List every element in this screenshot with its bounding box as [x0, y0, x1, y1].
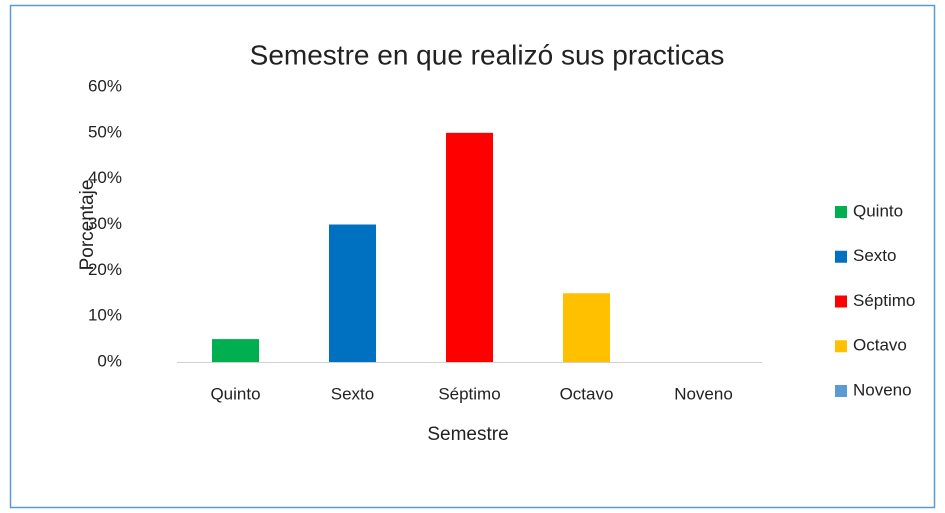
y-tick-label: 10% — [88, 306, 122, 325]
x-tick-label: Sexto — [331, 384, 374, 403]
y-axis-label: Porcentaje — [77, 180, 98, 271]
x-tick-label: Octavo — [560, 384, 614, 403]
legend-label: Octavo — [853, 336, 907, 355]
legend-swatch — [835, 250, 847, 263]
bar — [563, 293, 610, 362]
legend-swatch — [835, 295, 847, 308]
legend-label: Quinto — [853, 201, 903, 220]
x-tick-label: Séptimo — [438, 384, 500, 403]
x-tick-label: Quinto — [210, 384, 260, 403]
legend-swatch — [835, 206, 847, 218]
legend-label: Noveno — [853, 380, 912, 399]
x-axis-label: Semestre — [427, 424, 508, 445]
bar — [329, 224, 376, 362]
chart-title: Semestre en que realizó sus practicas — [250, 39, 725, 70]
y-tick-label: 50% — [88, 122, 122, 141]
legend-label: Séptimo — [853, 291, 915, 310]
bar — [212, 339, 259, 362]
legend-swatch — [835, 340, 847, 353]
y-tick-label: 60% — [88, 76, 122, 95]
y-tick-label: 0% — [97, 351, 122, 370]
legend-label: Sexto — [853, 246, 896, 265]
legend-swatch — [835, 385, 847, 397]
y-tick-label: 40% — [88, 168, 122, 187]
y-tick-label: 30% — [88, 214, 122, 233]
x-tick-label: Noveno — [674, 384, 733, 403]
bar — [446, 132, 493, 362]
y-tick-label: 20% — [88, 260, 122, 279]
